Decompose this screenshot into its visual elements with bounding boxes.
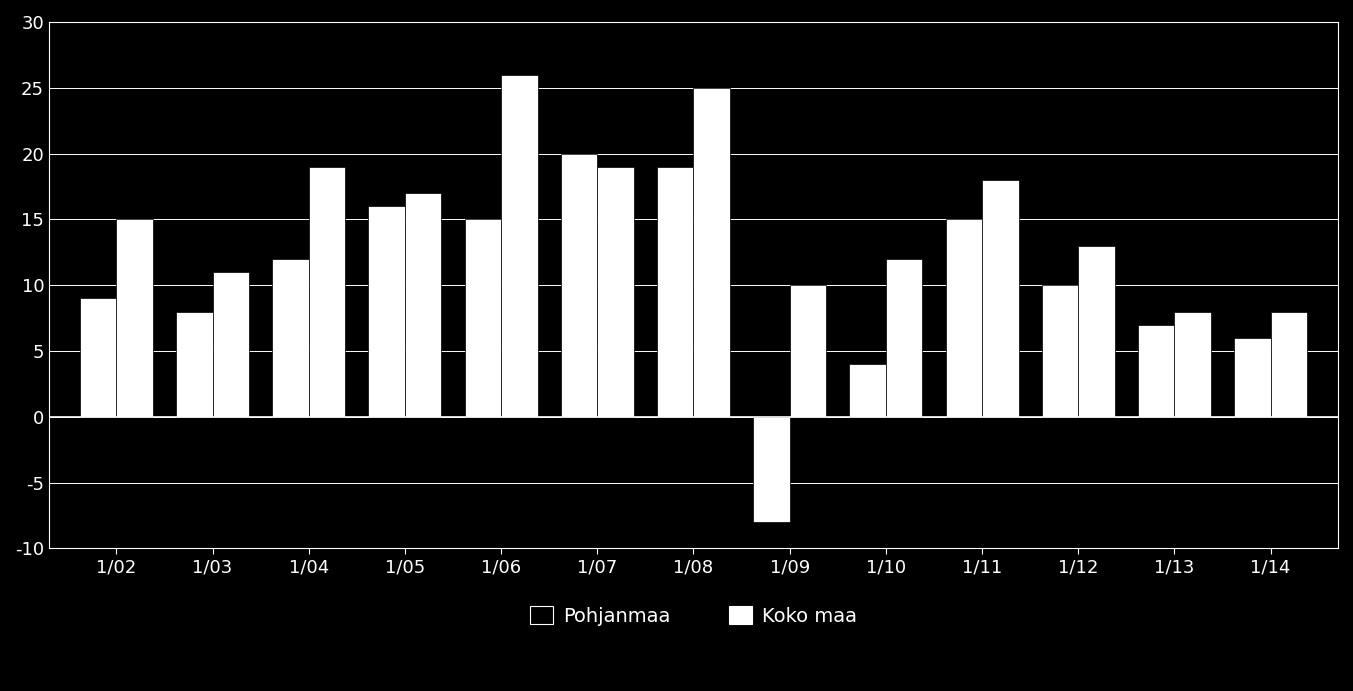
Bar	[754, 417, 790, 522]
Bar	[501, 75, 537, 417]
Bar	[116, 220, 153, 417]
Bar	[560, 153, 597, 417]
Bar	[176, 312, 212, 417]
Bar	[946, 220, 982, 417]
Bar	[1042, 285, 1078, 417]
Bar	[886, 259, 923, 417]
Bar	[1078, 246, 1115, 417]
Bar	[1270, 312, 1307, 417]
Bar	[80, 299, 116, 417]
Bar	[790, 285, 827, 417]
Bar	[1174, 312, 1211, 417]
Bar	[694, 88, 731, 417]
Bar	[850, 364, 886, 417]
Bar	[405, 193, 441, 417]
Bar	[308, 167, 345, 417]
Bar	[368, 207, 405, 417]
Bar	[1138, 325, 1174, 417]
Bar	[212, 272, 249, 417]
Bar	[658, 167, 694, 417]
Bar	[982, 180, 1019, 417]
Bar	[464, 220, 501, 417]
Legend: Pohjanmaa, Koko maa: Pohjanmaa, Koko maa	[522, 598, 865, 634]
Bar	[597, 167, 633, 417]
Bar	[272, 259, 308, 417]
Bar	[1234, 338, 1270, 417]
